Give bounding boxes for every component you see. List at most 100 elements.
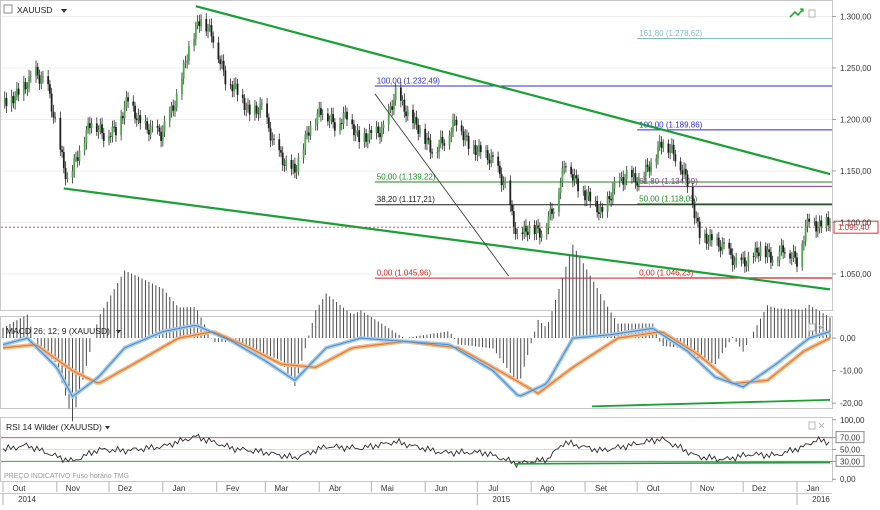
- month-label: Out: [13, 484, 27, 493]
- candle-body: [87, 123, 90, 130]
- month-label: Out: [647, 484, 661, 493]
- price-tick-label: 1.250,00: [840, 64, 872, 73]
- candle-body: [429, 140, 432, 153]
- macd-tick-label: -10,00: [840, 367, 863, 376]
- symbol-selector[interactable]: XAUUSD: [3, 4, 67, 15]
- candle-body: [613, 180, 616, 189]
- price-candles: [3, 13, 831, 273]
- candle-body: [669, 149, 672, 153]
- candle-body: [168, 112, 171, 121]
- trend-line[interactable]: [63, 187, 831, 291]
- candle-body: [377, 126, 380, 134]
- candle-body: [662, 143, 665, 148]
- candle-body: [670, 144, 673, 150]
- candle-body: [29, 76, 32, 78]
- candle-body: [646, 164, 649, 167]
- panel-settings-icon[interactable]: [808, 9, 816, 18]
- candle-body: [365, 133, 368, 142]
- candle-body: [71, 171, 74, 178]
- candle-body: [716, 237, 718, 241]
- candle-body: [467, 136, 470, 149]
- candle-body: [634, 173, 637, 183]
- candle-body: [22, 82, 25, 95]
- symbol-checkbox[interactable]: [3, 4, 13, 14]
- candle-body: [710, 234, 713, 241]
- candle-body: [707, 241, 710, 244]
- candle-body: [643, 176, 645, 178]
- candle-body: [307, 132, 310, 136]
- candle-body: [455, 119, 458, 126]
- candle-body: [241, 94, 244, 98]
- candle-body: [770, 252, 772, 263]
- candle-body: [290, 160, 293, 169]
- candle-body: [293, 163, 296, 173]
- rsi-tick-label: 0,00: [840, 475, 856, 484]
- candle-body: [370, 130, 373, 133]
- chevron-down-icon[interactable]: [61, 9, 67, 13]
- fib-level-label: 61,80 (1.134,99): [639, 177, 698, 186]
- candle-body: [511, 205, 513, 212]
- price-trendlines: 1.095,40: [1, 5, 879, 291]
- candle-body: [582, 190, 585, 192]
- candle-body: [260, 103, 263, 105]
- macd-divergence-line[interactable]: [591, 398, 831, 408]
- candle-body: [88, 123, 91, 128]
- rsi-divergence-line[interactable]: [513, 461, 831, 465]
- candle-body: [389, 106, 392, 110]
- candle-body: [424, 128, 427, 144]
- fib-retracement-line[interactable]: [374, 93, 509, 277]
- candle-body: [73, 157, 76, 172]
- candle-body: [754, 247, 757, 257]
- macd-menu-chevron-icon[interactable]: [116, 330, 121, 334]
- candle-body: [75, 157, 77, 159]
- candle-body: [137, 115, 140, 121]
- candle-body: [353, 124, 355, 136]
- candle-body: [757, 252, 760, 257]
- rsi-close-icon[interactable]: [818, 422, 825, 429]
- rsi-menu-chevron-icon[interactable]: [105, 426, 110, 430]
- candle-body: [115, 126, 117, 136]
- chart-tools[interactable]: [789, 8, 816, 18]
- candle-body: [745, 265, 748, 267]
- rsi-panel-settings-icon[interactable]: [808, 421, 816, 430]
- macd-title: MACD 26; 12; 9 (XAUUSD): [6, 326, 110, 336]
- candle-body: [333, 122, 336, 131]
- candle-body: [709, 234, 712, 242]
- candle-body: [64, 168, 67, 179]
- candle-body: [326, 113, 329, 122]
- candle-body: [631, 170, 633, 178]
- candle-body: [540, 234, 543, 238]
- candle-body: [452, 120, 454, 133]
- year-label: 2015: [492, 495, 510, 504]
- candle-body: [393, 100, 395, 110]
- candle-body: [431, 152, 434, 154]
- macd-close-icon[interactable]: [818, 324, 825, 331]
- symbol-label[interactable]: XAUUSD: [17, 5, 52, 15]
- candle-body: [198, 21, 201, 27]
- macd-panel-settings-icon[interactable]: [808, 323, 816, 332]
- candle-body: [528, 225, 531, 235]
- candle-body: [109, 136, 112, 137]
- candle-body: [721, 242, 724, 251]
- candle-body: [427, 137, 430, 141]
- candle-body: [42, 76, 44, 79]
- price-tick-label: 1.100,00: [840, 218, 872, 227]
- candle-body: [723, 242, 725, 244]
- candle-body: [551, 208, 553, 214]
- candle-body: [780, 245, 783, 252]
- rsi-plot: 100,00 70,00 50,00 30,00 0,00: [1, 416, 865, 484]
- candle-body: [620, 177, 623, 178]
- candle-body: [684, 168, 687, 175]
- month-label: Nov: [700, 484, 714, 493]
- candle-body: [283, 164, 286, 166]
- candle-body: [379, 133, 381, 138]
- candle-body: [523, 225, 526, 235]
- candle-body: [657, 146, 659, 159]
- candle-body: [502, 182, 505, 186]
- candle-body: [406, 109, 409, 117]
- candle-body: [545, 227, 548, 235]
- trend-tool-icon[interactable]: [789, 8, 804, 18]
- candle-body: [573, 175, 576, 181]
- trend-line[interactable]: [195, 5, 831, 176]
- candle-body: [35, 66, 37, 77]
